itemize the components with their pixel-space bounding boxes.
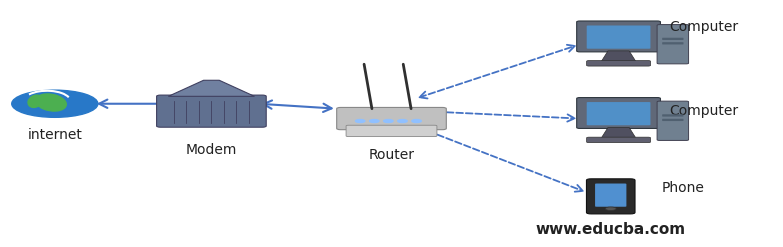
Text: internet: internet [27,128,82,143]
Point [169,100,179,103]
Polygon shape [168,80,254,96]
FancyBboxPatch shape [657,101,688,140]
Circle shape [412,120,421,123]
Point [194,100,204,103]
Line: 2 pts: 2 pts [364,64,372,109]
Point [367,107,377,110]
Text: www.educba.com: www.educba.com [536,222,686,237]
FancyBboxPatch shape [662,114,684,117]
Ellipse shape [35,94,67,111]
FancyBboxPatch shape [157,95,266,127]
Text: Computer: Computer [669,104,738,118]
Point [244,122,254,125]
FancyBboxPatch shape [662,42,684,44]
FancyBboxPatch shape [337,107,446,130]
FancyBboxPatch shape [586,179,635,214]
Circle shape [384,120,393,123]
Point [406,107,416,110]
Point [194,122,204,125]
FancyBboxPatch shape [586,61,651,66]
Circle shape [398,120,407,123]
Circle shape [12,90,98,117]
Text: Computer: Computer [669,20,738,34]
Point [232,122,241,125]
Text: Phone: Phone [662,181,705,195]
Text: Router: Router [369,148,414,162]
Ellipse shape [28,95,42,107]
FancyBboxPatch shape [586,137,651,143]
Point [182,122,191,125]
FancyBboxPatch shape [346,125,437,137]
Point [359,63,369,66]
Point [207,100,216,103]
Point [182,100,191,103]
FancyBboxPatch shape [586,25,651,49]
Point [207,122,216,125]
Circle shape [605,207,616,210]
Polygon shape [601,51,636,62]
Point [219,100,229,103]
FancyBboxPatch shape [662,119,684,121]
FancyBboxPatch shape [576,21,660,52]
FancyBboxPatch shape [576,98,660,128]
Point [169,122,179,125]
Circle shape [355,120,365,123]
Polygon shape [601,127,636,139]
Line: 2 pts: 2 pts [403,64,411,109]
Point [232,100,241,103]
Point [399,63,408,66]
Text: Modem: Modem [186,143,237,157]
FancyBboxPatch shape [657,25,688,64]
Point [244,100,254,103]
FancyBboxPatch shape [662,38,684,40]
Point [219,122,229,125]
FancyBboxPatch shape [586,102,651,125]
Circle shape [370,120,379,123]
FancyBboxPatch shape [595,184,626,207]
